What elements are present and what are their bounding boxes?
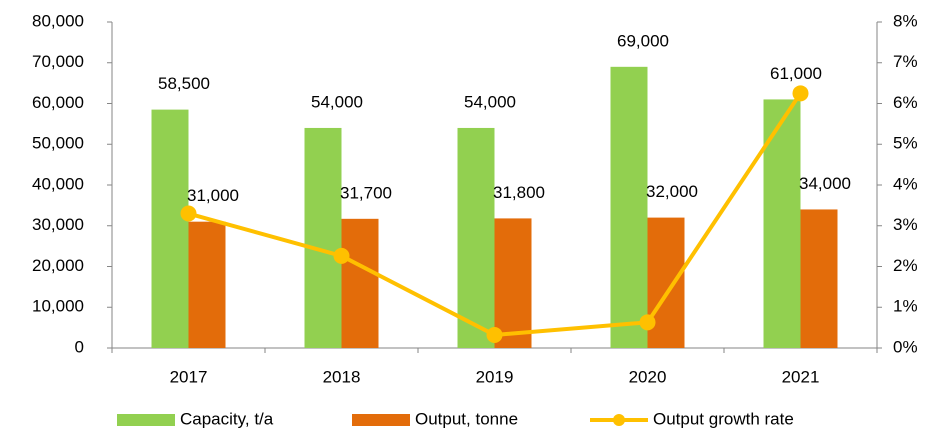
line-marker bbox=[180, 205, 197, 222]
bar bbox=[610, 66, 648, 348]
y-tick-label: 70,000 bbox=[32, 52, 84, 71]
y2-tick-label: 5% bbox=[893, 134, 918, 153]
y2-tick-label: 8% bbox=[893, 11, 918, 30]
data-label: 58,500 bbox=[158, 74, 210, 93]
y-tick-label: 60,000 bbox=[32, 93, 84, 112]
bar bbox=[304, 127, 342, 348]
legend-swatch bbox=[352, 414, 410, 426]
data-label: 54,000 bbox=[464, 92, 516, 111]
y2-tick-label: 6% bbox=[893, 93, 918, 112]
y2-tick-label: 4% bbox=[893, 174, 918, 193]
x-tick-label: 2020 bbox=[629, 367, 667, 386]
legend-label: Output, tonne bbox=[415, 409, 518, 428]
legend-label: Output growth rate bbox=[653, 409, 794, 428]
y2-tick-label: 2% bbox=[893, 256, 918, 275]
data-label: 32,000 bbox=[646, 182, 698, 201]
bar bbox=[647, 217, 685, 348]
data-label: 61,000 bbox=[770, 64, 822, 83]
data-label: 31,700 bbox=[340, 183, 392, 202]
bar bbox=[188, 221, 226, 348]
x-tick-label: 2019 bbox=[476, 367, 514, 386]
y-tick-label: 0 bbox=[75, 337, 84, 356]
bar bbox=[494, 218, 532, 348]
data-label: 34,000 bbox=[799, 174, 851, 193]
bar bbox=[800, 209, 838, 348]
bar bbox=[763, 99, 801, 348]
legend-swatch bbox=[117, 414, 175, 426]
legend-marker bbox=[613, 414, 625, 426]
y-tick-label: 80,000 bbox=[32, 11, 84, 30]
line-marker bbox=[639, 314, 656, 331]
y-tick-label: 50,000 bbox=[32, 134, 84, 153]
data-label: 54,000 bbox=[311, 92, 363, 111]
data-label: 31,800 bbox=[493, 183, 545, 202]
x-tick-label: 2018 bbox=[323, 367, 361, 386]
y-tick-label: 10,000 bbox=[32, 297, 84, 316]
y-tick-label: 30,000 bbox=[32, 215, 84, 234]
bar bbox=[341, 218, 379, 348]
y-tick-label: 40,000 bbox=[32, 174, 84, 193]
line-marker bbox=[792, 85, 809, 102]
y-tick-label: 20,000 bbox=[32, 256, 84, 275]
data-label: 31,000 bbox=[187, 186, 239, 205]
y2-tick-label: 7% bbox=[893, 52, 918, 71]
bar bbox=[151, 109, 189, 348]
y2-tick-label: 0% bbox=[893, 337, 918, 356]
x-tick-label: 2017 bbox=[170, 367, 208, 386]
data-label: 69,000 bbox=[617, 31, 669, 50]
line-marker bbox=[486, 326, 503, 343]
y2-tick-label: 3% bbox=[893, 215, 918, 234]
legend-label: Capacity, t/a bbox=[180, 409, 274, 428]
x-tick-label: 2021 bbox=[782, 367, 820, 386]
line-marker bbox=[333, 247, 350, 264]
y2-tick-label: 1% bbox=[893, 297, 918, 316]
bar bbox=[457, 127, 495, 348]
